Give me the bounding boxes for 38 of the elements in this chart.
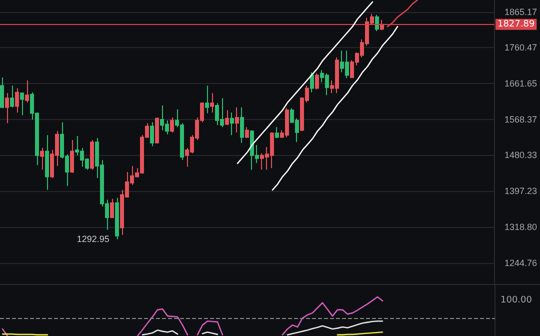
candlestick: [115, 197, 119, 240]
candlestick: [5, 92, 9, 124]
candlestick: [225, 110, 229, 126]
candlestick: [0, 76, 4, 109]
y-tick-label: 1244.76: [504, 258, 538, 268]
candlestick: [275, 126, 279, 139]
candlestick: [40, 147, 44, 170]
y-tick-label: 1397.23: [504, 186, 538, 196]
y-tick-label: 1568.37: [504, 114, 538, 124]
candlestick: [10, 85, 14, 108]
candlestick: [20, 92, 24, 116]
candlestick: [170, 117, 174, 133]
candlestick: [45, 134, 49, 190]
candlestick: [375, 14, 379, 32]
candlestick: [310, 72, 314, 93]
candlestick: [230, 112, 234, 136]
y-tick-label: 1318.80: [504, 222, 538, 232]
candlestick: [235, 106, 239, 133]
candlestick: [205, 85, 209, 114]
candlestick: [70, 140, 74, 174]
text: 100.00: [500, 296, 532, 306]
y-tick-label: 1760.47: [504, 42, 538, 53]
candlestick: [110, 198, 114, 218]
candlestick: [25, 80, 29, 103]
y-tick-label: 1865.17: [504, 6, 538, 17]
ref-line-label: 1827.89: [497, 19, 535, 30]
candlestick: [155, 117, 159, 144]
candlestick: [245, 126, 249, 139]
candlestick: [315, 72, 319, 90]
candlestick: [90, 140, 94, 170]
y-tick-label: 1480.33: [504, 150, 538, 160]
annotation: 1292.95: [76, 234, 110, 244]
candlestick: [380, 19, 384, 31]
y-tick-label: 1661.65: [504, 78, 538, 89]
candlestick: [210, 92, 214, 113]
candlestick: [240, 106, 244, 144]
candlestick: [15, 88, 19, 113]
candlestick: [150, 122, 154, 147]
